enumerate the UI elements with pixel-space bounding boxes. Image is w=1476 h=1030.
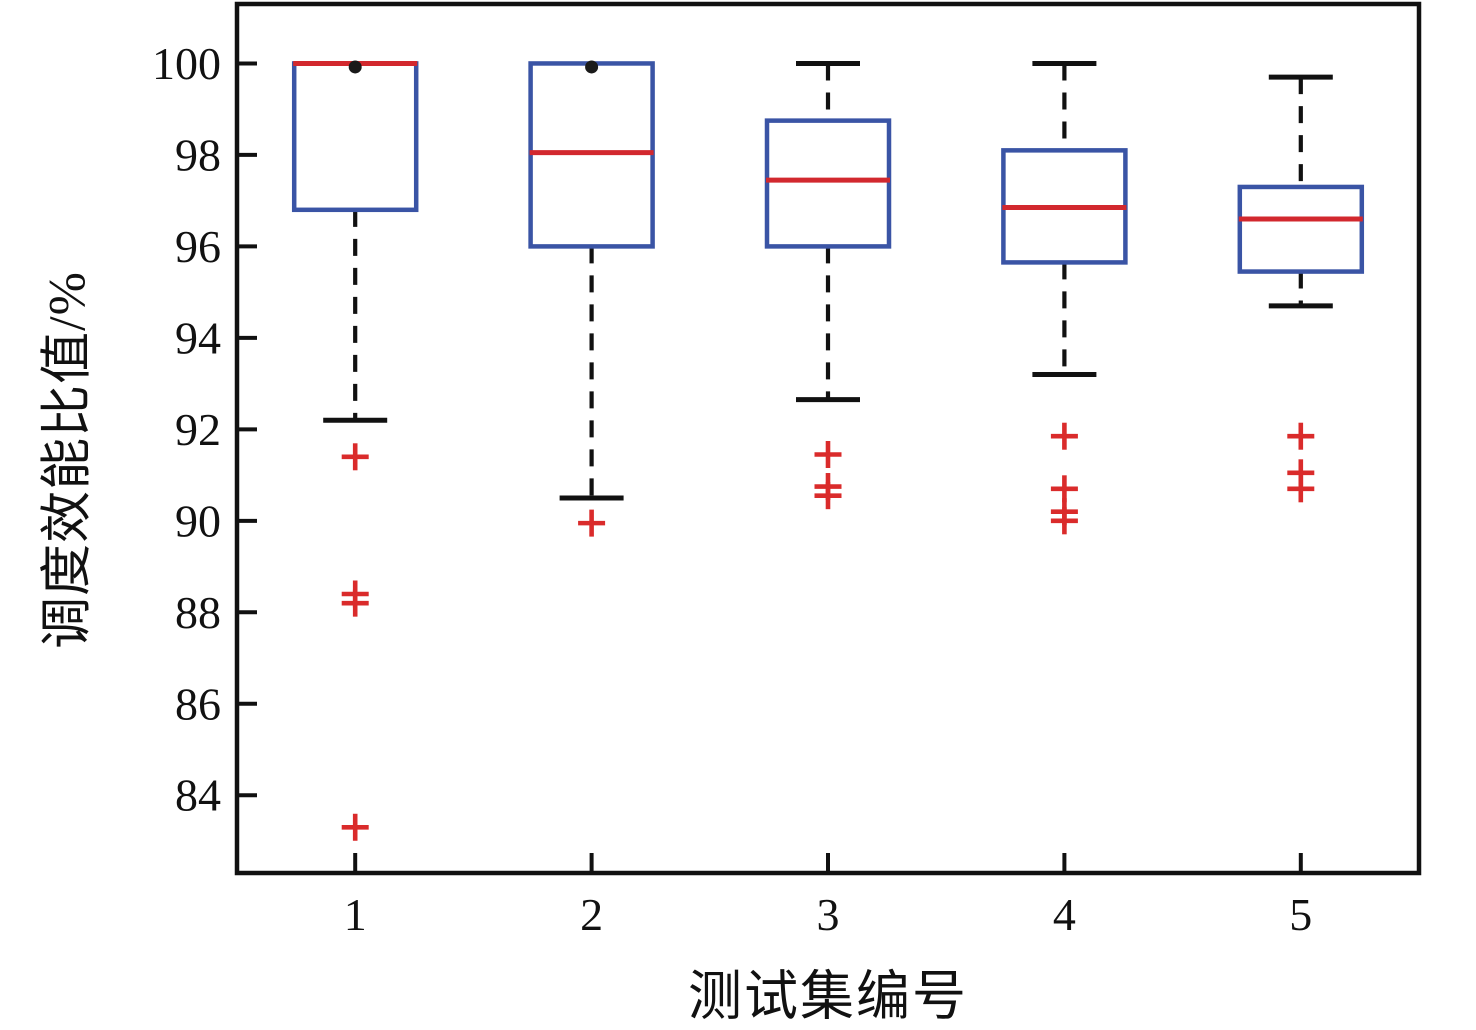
x-tick-label: 5 bbox=[1289, 889, 1312, 940]
outlier-marker bbox=[814, 482, 842, 510]
box-group-3 bbox=[764, 60, 892, 510]
x-axis-title: 测试集编号 bbox=[688, 966, 968, 1027]
x-tick-label: 1 bbox=[344, 889, 367, 940]
y-tick-label: 86 bbox=[175, 678, 221, 729]
outlier-marker bbox=[814, 441, 842, 469]
y-tick-label: 90 bbox=[175, 495, 221, 546]
x-tick-label: 3 bbox=[817, 889, 840, 940]
outlier-marker bbox=[1050, 422, 1078, 450]
box-group-4 bbox=[1001, 60, 1128, 535]
x-tick-label: 2 bbox=[580, 889, 603, 940]
outlier-marker bbox=[1287, 422, 1315, 450]
outlier-marker bbox=[341, 443, 369, 471]
y-tick-label: 88 bbox=[175, 587, 221, 638]
x-tick-label: 4 bbox=[1053, 889, 1076, 940]
y-tick-label: 96 bbox=[175, 221, 221, 272]
top-data-dot bbox=[348, 60, 362, 74]
y-tick-label: 100 bbox=[152, 38, 221, 89]
box-group-1 bbox=[291, 60, 419, 841]
iqr-box bbox=[1237, 184, 1365, 274]
plot-frame bbox=[234, 1, 1422, 876]
y-tick-label: 98 bbox=[175, 129, 221, 180]
iqr-box bbox=[764, 118, 892, 249]
box-group-5 bbox=[1237, 74, 1365, 503]
box-group-2 bbox=[528, 60, 655, 537]
outlier-marker bbox=[1050, 507, 1078, 535]
outlier-marker bbox=[1050, 475, 1078, 503]
outlier-marker bbox=[341, 813, 369, 841]
outlier-marker bbox=[341, 589, 369, 617]
iqr-box bbox=[291, 61, 419, 213]
top-data-dot bbox=[585, 60, 599, 74]
y-axis-title: 调度效能比值/% bbox=[39, 271, 97, 649]
outlier-marker bbox=[1287, 475, 1315, 503]
y-tick-label: 84 bbox=[175, 770, 221, 821]
y-tick-label: 92 bbox=[175, 404, 221, 455]
outlier-marker bbox=[578, 509, 606, 537]
y-tick-label: 94 bbox=[175, 312, 221, 363]
